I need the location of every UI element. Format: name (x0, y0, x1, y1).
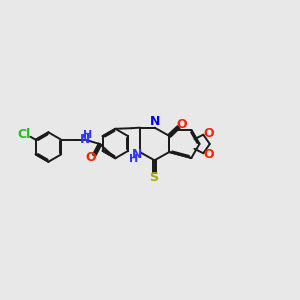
Text: O: O (85, 151, 96, 164)
Text: N: N (150, 115, 160, 128)
Text: H: H (83, 130, 92, 140)
Text: O: O (203, 148, 214, 161)
Text: S: S (149, 171, 158, 184)
Text: Cl: Cl (18, 128, 31, 141)
Text: N: N (132, 148, 142, 161)
Text: N: N (80, 133, 91, 146)
Text: O: O (177, 118, 188, 131)
Text: O: O (203, 127, 214, 140)
Text: H: H (129, 154, 138, 164)
